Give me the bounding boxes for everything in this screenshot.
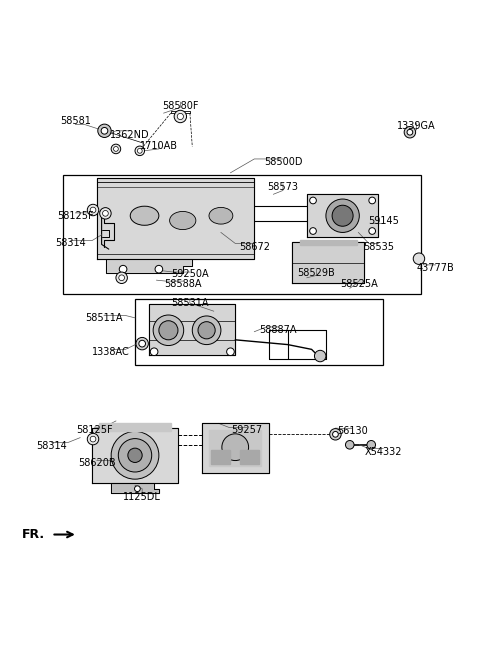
Circle shape: [103, 210, 108, 216]
Circle shape: [119, 266, 127, 273]
Text: 59257: 59257: [231, 426, 263, 436]
Text: 58887A: 58887A: [259, 326, 297, 335]
Polygon shape: [240, 450, 259, 464]
Polygon shape: [99, 423, 171, 432]
Text: 59145: 59145: [368, 215, 398, 225]
Circle shape: [139, 340, 145, 347]
Text: 56130: 56130: [337, 426, 368, 436]
Polygon shape: [202, 423, 269, 473]
Bar: [63, 175, 421, 294]
Text: 58580F: 58580F: [162, 101, 199, 111]
Circle shape: [87, 204, 99, 215]
Text: 58588A: 58588A: [164, 279, 202, 289]
Polygon shape: [107, 258, 192, 273]
Circle shape: [116, 272, 127, 283]
Text: 59250A: 59250A: [171, 270, 209, 279]
Circle shape: [134, 486, 140, 492]
Circle shape: [90, 436, 96, 442]
Ellipse shape: [209, 208, 233, 224]
Text: 1338AC: 1338AC: [92, 347, 130, 357]
Text: 43777B: 43777B: [417, 263, 455, 273]
Circle shape: [153, 315, 184, 346]
Polygon shape: [209, 430, 262, 466]
Circle shape: [369, 228, 375, 234]
Polygon shape: [111, 483, 159, 493]
Polygon shape: [97, 178, 254, 258]
Polygon shape: [300, 240, 357, 245]
Circle shape: [326, 199, 360, 232]
Circle shape: [136, 337, 148, 350]
Text: 58672: 58672: [239, 242, 270, 252]
Text: 58620B: 58620B: [78, 458, 116, 468]
Text: 58581: 58581: [60, 117, 91, 126]
Text: X54332: X54332: [364, 447, 402, 457]
Circle shape: [310, 197, 316, 204]
Bar: [197, 199, 235, 232]
Circle shape: [114, 146, 118, 151]
Circle shape: [404, 126, 416, 138]
Text: 58511A: 58511A: [85, 313, 123, 324]
Circle shape: [118, 439, 152, 472]
Circle shape: [155, 266, 163, 273]
Text: 58525A: 58525A: [340, 279, 378, 288]
Text: 1339GA: 1339GA: [397, 121, 436, 131]
Circle shape: [174, 110, 187, 122]
Circle shape: [346, 441, 354, 449]
Text: 58314: 58314: [36, 441, 67, 450]
Text: 58535: 58535: [363, 242, 394, 252]
Text: 58531A: 58531A: [171, 298, 209, 307]
Circle shape: [177, 113, 183, 120]
Text: 1362ND: 1362ND: [110, 130, 150, 139]
Text: 58314: 58314: [55, 238, 86, 248]
Circle shape: [87, 434, 99, 445]
Circle shape: [227, 348, 234, 355]
Bar: [135, 299, 383, 365]
Text: 1125DL: 1125DL: [123, 492, 161, 503]
Text: 1710AB: 1710AB: [140, 141, 178, 151]
Circle shape: [159, 321, 178, 340]
Text: 58125F: 58125F: [76, 426, 113, 436]
Circle shape: [198, 322, 215, 339]
Text: 58529B: 58529B: [298, 268, 335, 278]
Text: 58573: 58573: [267, 182, 299, 192]
Circle shape: [369, 197, 375, 204]
Polygon shape: [211, 450, 230, 464]
Bar: [159, 197, 197, 235]
Circle shape: [111, 432, 159, 479]
Text: 58125F: 58125F: [57, 211, 94, 221]
Circle shape: [98, 124, 111, 137]
Circle shape: [310, 228, 316, 234]
Circle shape: [101, 128, 108, 134]
Circle shape: [192, 316, 221, 344]
Circle shape: [314, 350, 326, 362]
Circle shape: [135, 146, 144, 156]
Polygon shape: [307, 194, 378, 237]
Polygon shape: [149, 304, 235, 355]
Circle shape: [413, 253, 425, 264]
Circle shape: [100, 208, 111, 219]
Circle shape: [119, 275, 124, 281]
Circle shape: [90, 207, 96, 213]
Circle shape: [128, 448, 142, 462]
Text: 58500D: 58500D: [264, 158, 302, 167]
Circle shape: [150, 348, 158, 355]
Polygon shape: [292, 242, 364, 283]
Circle shape: [332, 205, 353, 227]
Circle shape: [407, 130, 413, 135]
Circle shape: [367, 441, 375, 449]
Circle shape: [330, 428, 341, 440]
Text: FR.: FR.: [22, 528, 46, 541]
Ellipse shape: [130, 206, 159, 225]
Circle shape: [137, 148, 142, 153]
Polygon shape: [92, 428, 178, 483]
Bar: [111, 197, 149, 235]
Circle shape: [111, 144, 120, 154]
Circle shape: [333, 432, 338, 437]
Ellipse shape: [169, 212, 196, 230]
Circle shape: [222, 434, 249, 460]
